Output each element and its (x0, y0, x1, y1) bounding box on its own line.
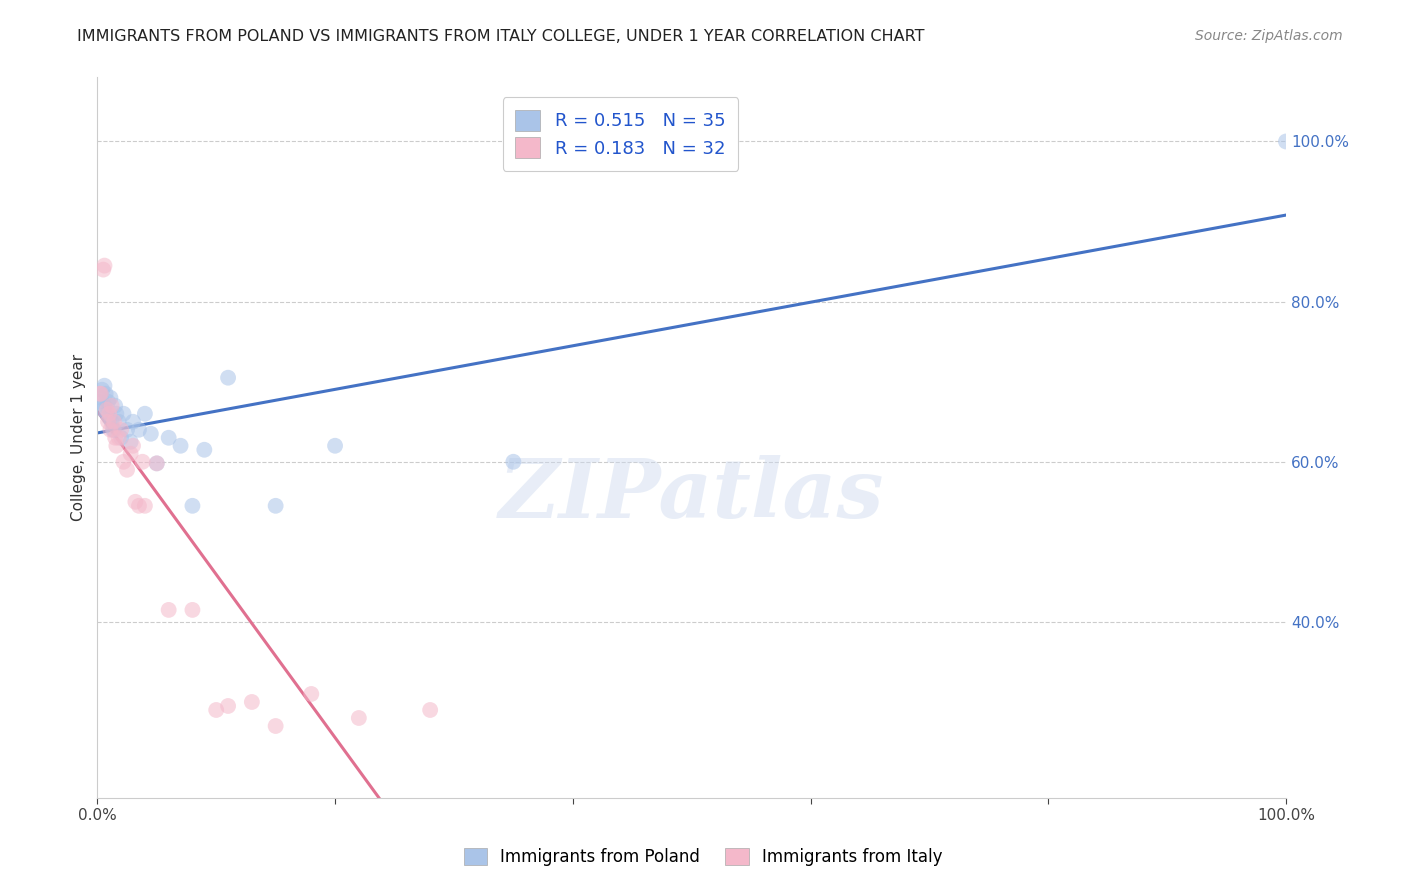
Text: ZIPatlas: ZIPatlas (499, 456, 884, 535)
Point (157, 431, 180, 445)
Point (100, 415, 122, 429)
Point (100, 423, 122, 437)
Point (100, 391, 122, 405)
Point (299, 687, 322, 701)
Point (193, 442, 215, 457)
Point (90, 391, 112, 405)
Point (139, 426, 162, 441)
Point (96, 402, 118, 417)
Point (105, 439, 128, 453)
Point (347, 711, 370, 725)
Point (115, 463, 138, 477)
Point (181, 603, 204, 617)
Point (124, 495, 146, 509)
Text: IMMIGRANTS FROM POLAND VS IMMIGRANTS FROM ITALY COLLEGE, UNDER 1 YEAR CORRELATIO: IMMIGRANTS FROM POLAND VS IMMIGRANTS FRO… (77, 29, 925, 44)
Point (131, 455, 153, 469)
Y-axis label: College, Under 1 year: College, Under 1 year (72, 354, 86, 521)
Point (107, 415, 129, 429)
Point (104, 431, 127, 445)
Point (122, 439, 145, 453)
Point (96, 407, 118, 421)
Point (217, 370, 239, 384)
Point (89, 386, 111, 401)
Point (97, 394, 120, 409)
Point (93, 259, 115, 273)
Point (97, 415, 120, 429)
Point (120, 434, 142, 449)
Point (110, 431, 132, 445)
Point (103, 415, 125, 429)
Point (122, 415, 145, 429)
Point (93, 378, 115, 392)
Point (100, 399, 122, 413)
Point (120, 447, 142, 461)
Point (134, 407, 156, 421)
Point (110, 423, 132, 437)
Point (112, 407, 135, 421)
Point (107, 431, 129, 445)
Point (115, 423, 138, 437)
Point (128, 499, 150, 513)
Point (91, 262, 114, 277)
Point (128, 423, 150, 437)
Point (217, 698, 239, 713)
Legend: R = 0.515   N = 35, R = 0.183   N = 32: R = 0.515 N = 35, R = 0.183 N = 32 (502, 97, 738, 170)
Point (104, 399, 127, 413)
Point (101, 423, 124, 437)
Point (169, 439, 191, 453)
Point (89, 394, 111, 409)
Point (146, 456, 169, 470)
Point (240, 695, 263, 709)
Point (90, 386, 112, 401)
Point (419, 703, 441, 717)
Point (157, 603, 180, 617)
Point (94, 386, 117, 401)
Point (134, 499, 156, 513)
Point (103, 423, 125, 437)
Point (502, 455, 524, 469)
Point (93, 399, 115, 413)
Point (264, 499, 287, 513)
Point (112, 455, 135, 469)
Point (181, 499, 204, 513)
Point (205, 703, 228, 717)
Point (146, 456, 169, 470)
Point (98, 410, 121, 425)
Point (91, 402, 114, 417)
Point (105, 407, 128, 421)
Point (323, 439, 346, 453)
Point (91, 383, 114, 397)
Point (98, 407, 121, 421)
Point (264, 719, 287, 733)
Point (1275, 135, 1298, 149)
Legend: Immigrants from Poland, Immigrants from Italy: Immigrants from Poland, Immigrants from … (457, 841, 949, 873)
Text: Source: ZipAtlas.com: Source: ZipAtlas.com (1195, 29, 1343, 43)
